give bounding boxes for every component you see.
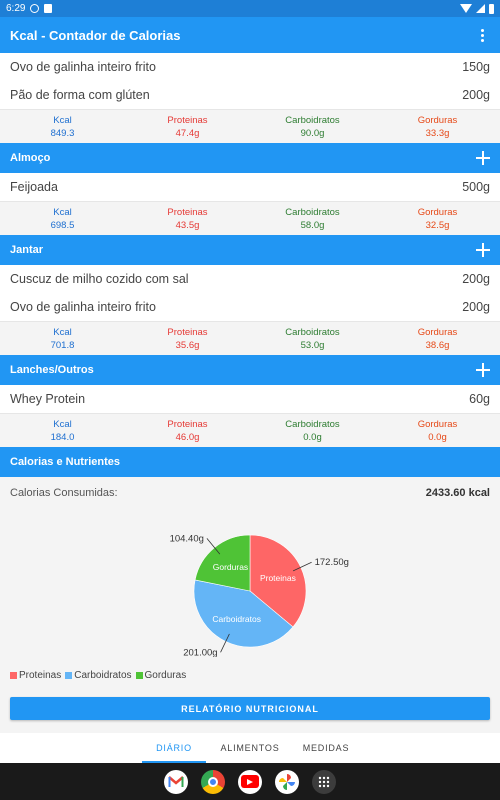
food-qty: 200g: [462, 272, 490, 286]
calories-consumed-value: 2433.60 kcal: [425, 487, 490, 499]
bottom-tabs: DIÁRIO ALIMENTOS MEDIDAS: [0, 733, 500, 763]
signal-icon: [476, 4, 485, 13]
youtube-icon[interactable]: [238, 769, 262, 794]
legend-label: Carboidratos: [74, 670, 132, 681]
meal-totals-snacks: Kcal 184.0 Proteinas 46.0g Carboidratos 0.0…: [0, 413, 500, 447]
add-food-snacks-icon[interactable]: [476, 363, 490, 377]
food-item[interactable]: Feijoada 500g: [0, 173, 500, 201]
food-item[interactable]: Cuscuz de milho cozido com sal 200g: [0, 265, 500, 293]
totals-kcal: Kcal 849.3: [50, 114, 75, 139]
legend-item: Carboidratos: [65, 670, 132, 681]
food-name: Pão de forma com glúten: [10, 88, 150, 102]
totals-protein: Proteinas 46.0g: [167, 418, 208, 443]
pie-leader-line: [292, 561, 312, 572]
food-qty: 60g: [469, 392, 490, 406]
app-title: Kcal - Contador de Calorias: [10, 27, 181, 43]
pie-value-label: 104.40g: [170, 533, 204, 544]
section-title: Calorias e Nutrientes: [10, 456, 121, 468]
system-dock: [0, 763, 500, 800]
food-item[interactable]: Pão de forma com glúten 200g: [0, 81, 500, 109]
summary-panel: Calorias Consumidas: 2433.60 kcal Protei…: [0, 477, 500, 750]
pie-leader-line: [220, 633, 230, 653]
totals-fat: Gorduras 32.5g: [417, 206, 458, 231]
tab-measures[interactable]: MEDIDAS: [302, 743, 350, 753]
food-name: Cuscuz de milho cozido com sal: [10, 272, 189, 286]
totals-carbs: Carboidratos 58.0g: [285, 206, 340, 231]
food-name: Ovo de galinha inteiro frito: [10, 300, 156, 314]
section-header-snacks: Lanches/Outros: [0, 355, 500, 385]
food-name: Feijoada: [10, 180, 58, 194]
food-item[interactable]: Ovo de galinha inteiro frito 150g: [0, 53, 500, 81]
pie-value-label: 201.00g: [183, 647, 217, 657]
totals-carbs: Carboidratos 90.0g: [285, 114, 340, 139]
sd-card-icon: [44, 4, 53, 13]
tab-foods[interactable]: ALIMENTOS: [220, 743, 280, 753]
totals-kcal: Kcal 701.8: [50, 326, 75, 351]
legend-label: Gorduras: [144, 670, 187, 681]
diary-content: Ovo de galinha inteiro frito 150g Pão de…: [0, 53, 500, 750]
nutrient-pie-chart-container: Proteinas 172.50g Carboidratos 201.00g Gordu…: [0, 507, 500, 658]
tab-diary[interactable]: DIÁRIO: [136, 733, 212, 763]
add-food-lunch-icon[interactable]: [476, 151, 490, 165]
totals-kcal: Kcal 184.0: [50, 418, 75, 443]
totals-protein: Proteinas 43.5g: [167, 206, 208, 231]
gmail-icon[interactable]: [164, 769, 188, 794]
totals-carbs: Carboidratos 53.0g: [285, 326, 340, 351]
food-qty: 200g: [462, 88, 490, 102]
legend-item: Proteinas: [10, 670, 61, 681]
chrome-icon[interactable]: [201, 769, 225, 794]
totals-carbs: Carboidratos 0.0g: [285, 418, 340, 443]
calories-consumed-label: Calorias Consumidas:: [10, 487, 118, 499]
food-item[interactable]: Ovo de galinha inteiro frito 200g: [0, 293, 500, 321]
add-food-dinner-icon[interactable]: [476, 243, 490, 257]
nutrient-pie-chart: Proteinas 172.50g Carboidratos 201.00g Gordu…: [170, 533, 349, 658]
section-header-dinner: Jantar: [0, 235, 500, 265]
totals-fat: Gorduras 33.3g: [417, 114, 458, 139]
overflow-menu-icon[interactable]: [474, 25, 490, 45]
totals-fat: Gorduras 38.6g: [417, 326, 458, 351]
pie-slice-label: Gorduras: [213, 562, 248, 572]
food-qty: 200g: [462, 300, 490, 314]
status-bar: 6:29: [0, 0, 500, 17]
meal-totals-breakfast: Kcal 849.3 Proteinas 47.4g Carboidratos 90.…: [0, 109, 500, 143]
sync-icon: [30, 4, 40, 13]
legend-label: Proteinas: [19, 670, 62, 681]
pie-slice-label: Proteinas: [260, 573, 296, 583]
section-title: Jantar: [10, 244, 44, 256]
meal-totals-dinner: Kcal 701.8 Proteinas 35.6g Carboidratos 53.…: [0, 321, 500, 355]
app-drawer-icon[interactable]: [312, 769, 336, 794]
legend-swatch: [65, 672, 73, 679]
food-name: Ovo de galinha inteiro frito: [10, 60, 156, 74]
app-bar: Kcal - Contador de Calorias: [0, 17, 500, 53]
legend-swatch: [135, 672, 143, 679]
legend-swatch: [10, 672, 17, 679]
wifi-icon: [460, 4, 472, 13]
totals-protein: Proteinas 35.6g: [167, 326, 208, 351]
totals-protein: Proteinas 47.4g: [167, 114, 208, 139]
food-item[interactable]: Whey Protein 60g: [0, 385, 500, 413]
food-name: Whey Protein: [10, 392, 86, 406]
section-title: Almoço: [10, 152, 51, 164]
chart-legend: Proteinas Carboidratos Gorduras: [10, 670, 186, 681]
totals-fat: Gorduras 0.0g: [417, 418, 458, 443]
legend-item: Gorduras: [135, 670, 187, 681]
totals-kcal: Kcal 698.5: [50, 206, 75, 231]
food-qty: 500g: [462, 180, 490, 194]
section-header-summary: Calorias e Nutrientes: [0, 447, 500, 477]
section-header-lunch: Almoço: [0, 143, 500, 173]
battery-icon: [489, 3, 494, 14]
status-time: 6:29: [6, 3, 26, 14]
meal-totals-lunch: Kcal 698.5 Proteinas 43.5g Carboidratos 58.…: [0, 201, 500, 235]
pie-value-label: 172.50g: [315, 557, 349, 568]
nutrition-report-button[interactable]: RELATÓRIO NUTRICIONAL: [10, 697, 490, 720]
pie-slice-label: Carboidratos: [212, 614, 261, 624]
food-qty: 150g: [462, 60, 490, 74]
pie-leader-line: [206, 538, 221, 555]
section-title: Lanches/Outros: [10, 364, 94, 376]
photos-icon[interactable]: [275, 769, 299, 794]
